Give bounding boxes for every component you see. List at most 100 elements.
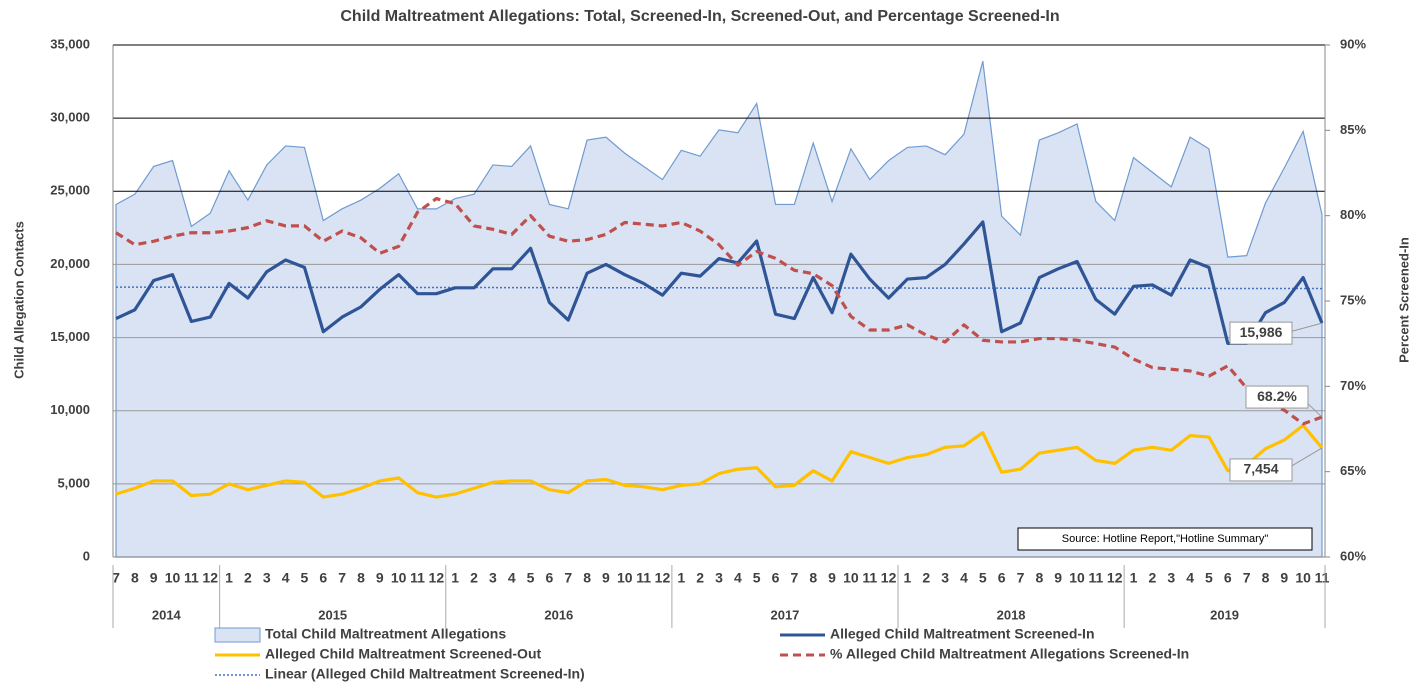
x-tick-label: 4: [734, 570, 742, 586]
y-tick-label: 0: [83, 548, 90, 563]
x-tick-label: 9: [828, 570, 836, 586]
x-tick-label: 3: [715, 570, 723, 586]
y-tick-label: 15,000: [50, 329, 90, 344]
x-tick-label: 8: [809, 570, 817, 586]
x-tick-label: 11: [410, 570, 425, 586]
x-tick-label: 5: [1205, 570, 1213, 586]
y2-tick-label: 80%: [1340, 207, 1366, 222]
legend-label: % Alleged Child Maltreatment Allegations…: [830, 646, 1189, 662]
x-tick-label: 4: [282, 570, 290, 586]
x-tick-label: 10: [1069, 570, 1085, 586]
x-tick-label: 12: [429, 570, 445, 586]
x-tick-label: 6: [546, 570, 554, 586]
source-box: [1017, 527, 1313, 551]
legend-swatch: [214, 627, 261, 643]
x-tick-label: 1: [451, 570, 459, 586]
x-tick-label: 8: [1035, 570, 1043, 586]
x-tick-label: 3: [941, 570, 949, 586]
x-tick-label: 2: [244, 570, 252, 586]
x-tick-label: 5: [301, 570, 309, 586]
x-tick-label: 7: [338, 570, 346, 586]
callout-box: [1245, 385, 1309, 409]
x-tick-label: 4: [508, 570, 516, 586]
y-axis-title: Child Allegation Contacts: [11, 221, 26, 379]
group-label: 2015: [318, 607, 347, 622]
x-tick-label: 11: [636, 570, 651, 586]
series-line: [115, 220, 1324, 346]
x-tick-label: 10: [165, 570, 181, 586]
x-tick-label: 9: [1054, 570, 1062, 586]
y2-tick-label: 65%: [1340, 463, 1366, 478]
x-tick-label: 10: [843, 570, 859, 586]
y-tick-label: 10,000: [50, 402, 90, 417]
y2-tick-label: 70%: [1340, 378, 1366, 393]
x-tick-label: 1: [225, 570, 233, 586]
legend-label: Linear (Alleged Child Maltreatment Scree…: [265, 666, 585, 682]
group-label: 2017: [770, 607, 799, 622]
group-label: 2018: [997, 607, 1026, 622]
x-tick-label: 6: [319, 570, 327, 586]
x-tick-label: 8: [1262, 570, 1270, 586]
group-label: 2016: [544, 607, 573, 622]
x-tick-label: 8: [131, 570, 139, 586]
x-tick-label: 2: [1149, 570, 1157, 586]
series-line: [115, 423, 1324, 499]
data-label: 15,986: [1240, 324, 1283, 340]
x-tick-label: 12: [655, 570, 671, 586]
x-tick-label: 6: [772, 570, 780, 586]
x-tick-label: 5: [753, 570, 761, 586]
x-tick-label: 6: [1224, 570, 1232, 586]
y2-tick-label: 85%: [1340, 122, 1366, 137]
x-tick-label: 7: [1017, 570, 1025, 586]
trendline: [115, 286, 1323, 290]
y2-tick-label: 60%: [1340, 548, 1366, 563]
y-tick-label: 5,000: [57, 475, 90, 490]
group-label: 2019: [1210, 607, 1239, 622]
x-tick-label: 5: [527, 570, 535, 586]
x-tick-label: 3: [263, 570, 271, 586]
x-tick-label: 4: [960, 570, 968, 586]
x-tick-label: 2: [470, 570, 478, 586]
data-label: 7,454: [1243, 461, 1278, 477]
x-tick-label: 12: [1107, 570, 1123, 586]
x-tick-label: 11: [1088, 570, 1103, 586]
x-tick-label: 5: [979, 570, 987, 586]
x-tick-label: 1: [677, 570, 685, 586]
x-tick-label: 8: [583, 570, 591, 586]
x-tick-label: 10: [391, 570, 407, 586]
x-tick-label: 9: [602, 570, 610, 586]
y-tick-label: 20,000: [50, 256, 90, 271]
x-tick-label: 7: [564, 570, 572, 586]
y-tick-label: 30,000: [50, 110, 90, 125]
source: Source: Hotline Report,"Hotline Summary": [1062, 533, 1269, 545]
y2-tick-label: 90%: [1340, 36, 1366, 51]
legend-label: Total Child Maltreatment Allegations: [265, 626, 506, 642]
x-tick-label: 2: [922, 570, 930, 586]
x-tick-label: 12: [202, 570, 218, 586]
x-tick-label: 1: [904, 570, 912, 586]
x-tick-label: 3: [1167, 570, 1175, 586]
group-label: 2014: [152, 607, 182, 622]
x-tick-label: 1: [1130, 570, 1138, 586]
y2-tick-label: 75%: [1340, 292, 1366, 307]
x-tick-label: 7: [1243, 570, 1251, 586]
x-tick-label: 11: [1315, 570, 1330, 586]
x-tick-label: 9: [1280, 570, 1288, 586]
x-tick-label: 11: [862, 570, 877, 586]
y-tick-label: 25,000: [50, 183, 90, 198]
x-tick-label: 7: [112, 570, 120, 586]
x-tick-label: 2: [696, 570, 704, 586]
chart-title: Child Maltreatment Allegations: Total, S…: [340, 8, 1059, 25]
x-tick-label: 4: [1186, 570, 1194, 586]
x-tick-label: 7: [790, 570, 798, 586]
y2-axis-title: Percent Screened-In: [1396, 237, 1411, 363]
x-tick-label: 9: [376, 570, 384, 586]
x-tick-label: 10: [1295, 570, 1311, 586]
x-tick-label: 10: [617, 570, 633, 586]
x-tick-label: 3: [489, 570, 497, 586]
x-tick-label: 9: [150, 570, 158, 586]
callout-box: [1229, 458, 1293, 482]
x-tick-label: 8: [357, 570, 365, 586]
x-tick-label: 11: [184, 570, 199, 586]
